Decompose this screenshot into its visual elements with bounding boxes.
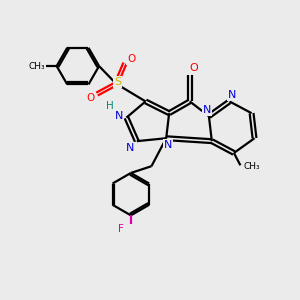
Text: N: N <box>126 142 134 153</box>
Text: O: O <box>86 94 94 103</box>
Text: N: N <box>164 140 172 150</box>
Text: H: H <box>106 101 114 111</box>
Text: N: N <box>203 105 212 115</box>
Text: O: O <box>127 54 136 64</box>
Text: F: F <box>118 224 124 234</box>
Text: N: N <box>115 111 123 121</box>
Text: CH₃: CH₃ <box>243 162 260 171</box>
Text: N: N <box>228 90 237 100</box>
Text: CH₃: CH₃ <box>28 61 45 70</box>
Text: O: O <box>189 63 198 74</box>
Text: S: S <box>114 77 121 87</box>
